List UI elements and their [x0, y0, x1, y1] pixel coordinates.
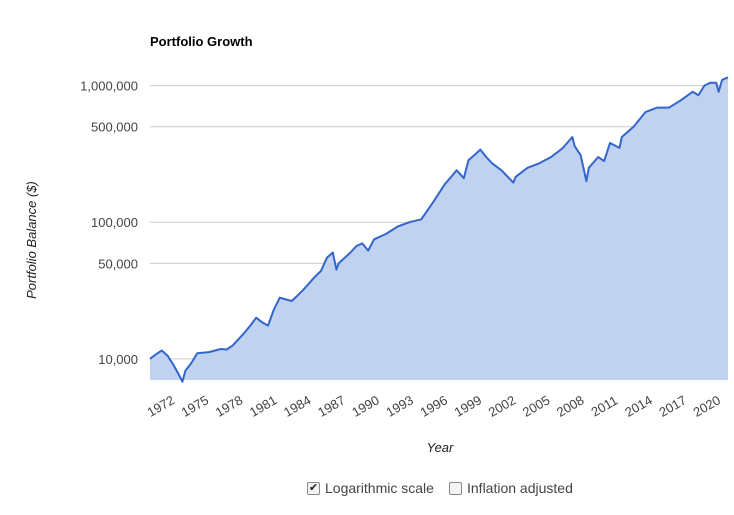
x-tick-label: 1984 — [281, 392, 314, 419]
balance-line — [149, 76, 729, 383]
y-axis-label: Portfolio Balance ($) — [24, 181, 39, 299]
log-scale-label: Logarithmic scale — [325, 480, 434, 496]
balance-area — [150, 77, 728, 382]
x-tick-label: 2011 — [589, 393, 621, 420]
checkbox-icon[interactable]: ✔ — [307, 481, 320, 495]
y-tick-label: 50,000 — [98, 256, 138, 271]
y-tick-label: 500,000 — [91, 120, 138, 135]
x-tick-label: 1993 — [383, 392, 416, 419]
x-tick-label: 1990 — [349, 392, 382, 419]
inflation-adjusted-checkbox[interactable]: Inflation adjusted — [449, 480, 573, 496]
x-tick-label: 2002 — [486, 392, 519, 419]
chart-title: Portfolio Growth — [150, 34, 253, 49]
x-tick-label: 1987 — [315, 392, 348, 419]
x-tick-label: 2005 — [520, 392, 553, 419]
y-tick-label: 10,000 — [98, 352, 138, 367]
checkbox-icon[interactable] — [449, 481, 462, 495]
inflation-adjusted-label: Inflation adjusted — [467, 480, 573, 496]
chart-area: 10,000 50,000 100,000 500,000 1,000,000 1972… — [24, 76, 729, 455]
x-axis-label: Year — [427, 440, 454, 455]
log-scale-checkbox[interactable]: ✔ Logarithmic scale — [307, 480, 434, 496]
x-tick-label: 2017 — [656, 392, 689, 419]
x-tick-label: 1981 — [247, 392, 280, 419]
x-tick-label: 1972 — [144, 392, 177, 419]
x-axis-ticks: 1972 1975 1978 1981 1984 1987 1990 1993 1996 1999… — [144, 392, 723, 419]
x-tick-label: 1999 — [452, 392, 485, 419]
y-axis-ticks: 10,000 50,000 100,000 500,000 1,000,000 — [80, 79, 138, 367]
x-tick-label: 1996 — [417, 392, 450, 419]
series-area — [149, 76, 729, 383]
x-tick-label: 2014 — [622, 392, 655, 419]
x-tick-label: 1978 — [213, 392, 246, 419]
x-tick-label: 2020 — [690, 392, 723, 419]
y-tick-label: 1,000,000 — [80, 79, 138, 94]
y-tick-label: 100,000 — [91, 215, 138, 230]
x-tick-label: 2008 — [554, 392, 587, 419]
x-tick-label: 1975 — [179, 392, 212, 419]
